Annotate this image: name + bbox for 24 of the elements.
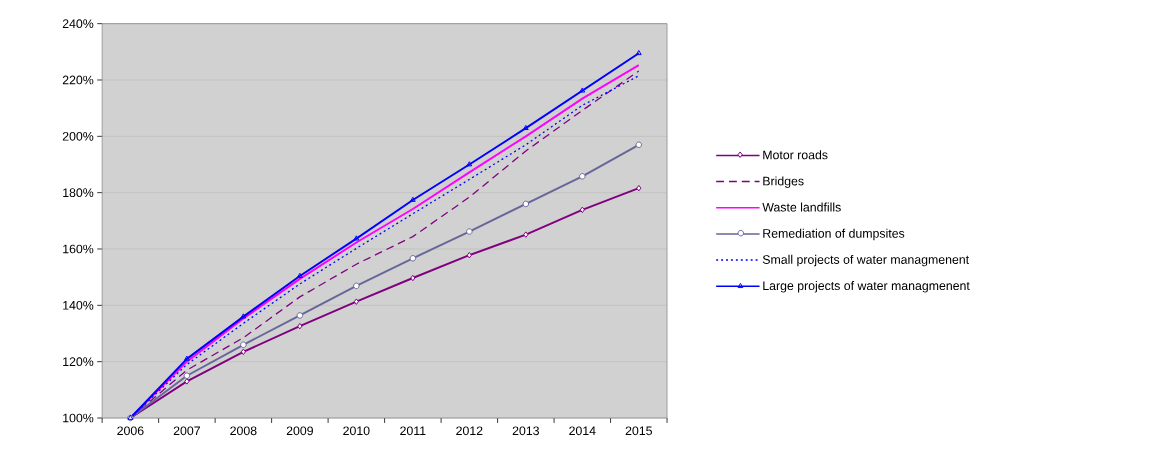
y-tick-label: 140%	[63, 300, 94, 310]
y-tick-label: 180%	[63, 188, 94, 197]
x-tick-label: 2012	[456, 426, 483, 435]
y-tick-label: 240%	[62, 19, 94, 28]
y-tick-label: 100%	[63, 413, 94, 423]
x-tick-label: 2009	[286, 426, 313, 435]
x-tick-label: 2010	[343, 426, 370, 435]
y-tick-label: 160%	[63, 244, 94, 254]
x-tick-label: 2015	[625, 426, 652, 435]
x-tick-label: 2007	[173, 426, 200, 435]
legend-label: Large projects of water managmenent	[763, 280, 970, 293]
x-tick-label: 2014	[569, 426, 596, 435]
y-tick-label: 120%	[63, 357, 94, 366]
legend-label: Remediation of dumpsites	[763, 228, 905, 240]
x-tick-label: 2011	[400, 426, 426, 435]
legend-label: Small projects of water managmenent	[762, 254, 970, 267]
legend-label: Bridges	[763, 176, 804, 188]
y-tick-label: 200%	[62, 131, 94, 141]
legend-label: Waste landfills	[762, 202, 841, 212]
x-tick-label: 2013	[512, 426, 539, 435]
x-tick-label: 2006	[117, 426, 144, 435]
y-tick-label: 220%	[62, 75, 94, 85]
legend-label: Motor roads	[763, 150, 828, 160]
x-tick-label: 2008	[230, 426, 257, 435]
